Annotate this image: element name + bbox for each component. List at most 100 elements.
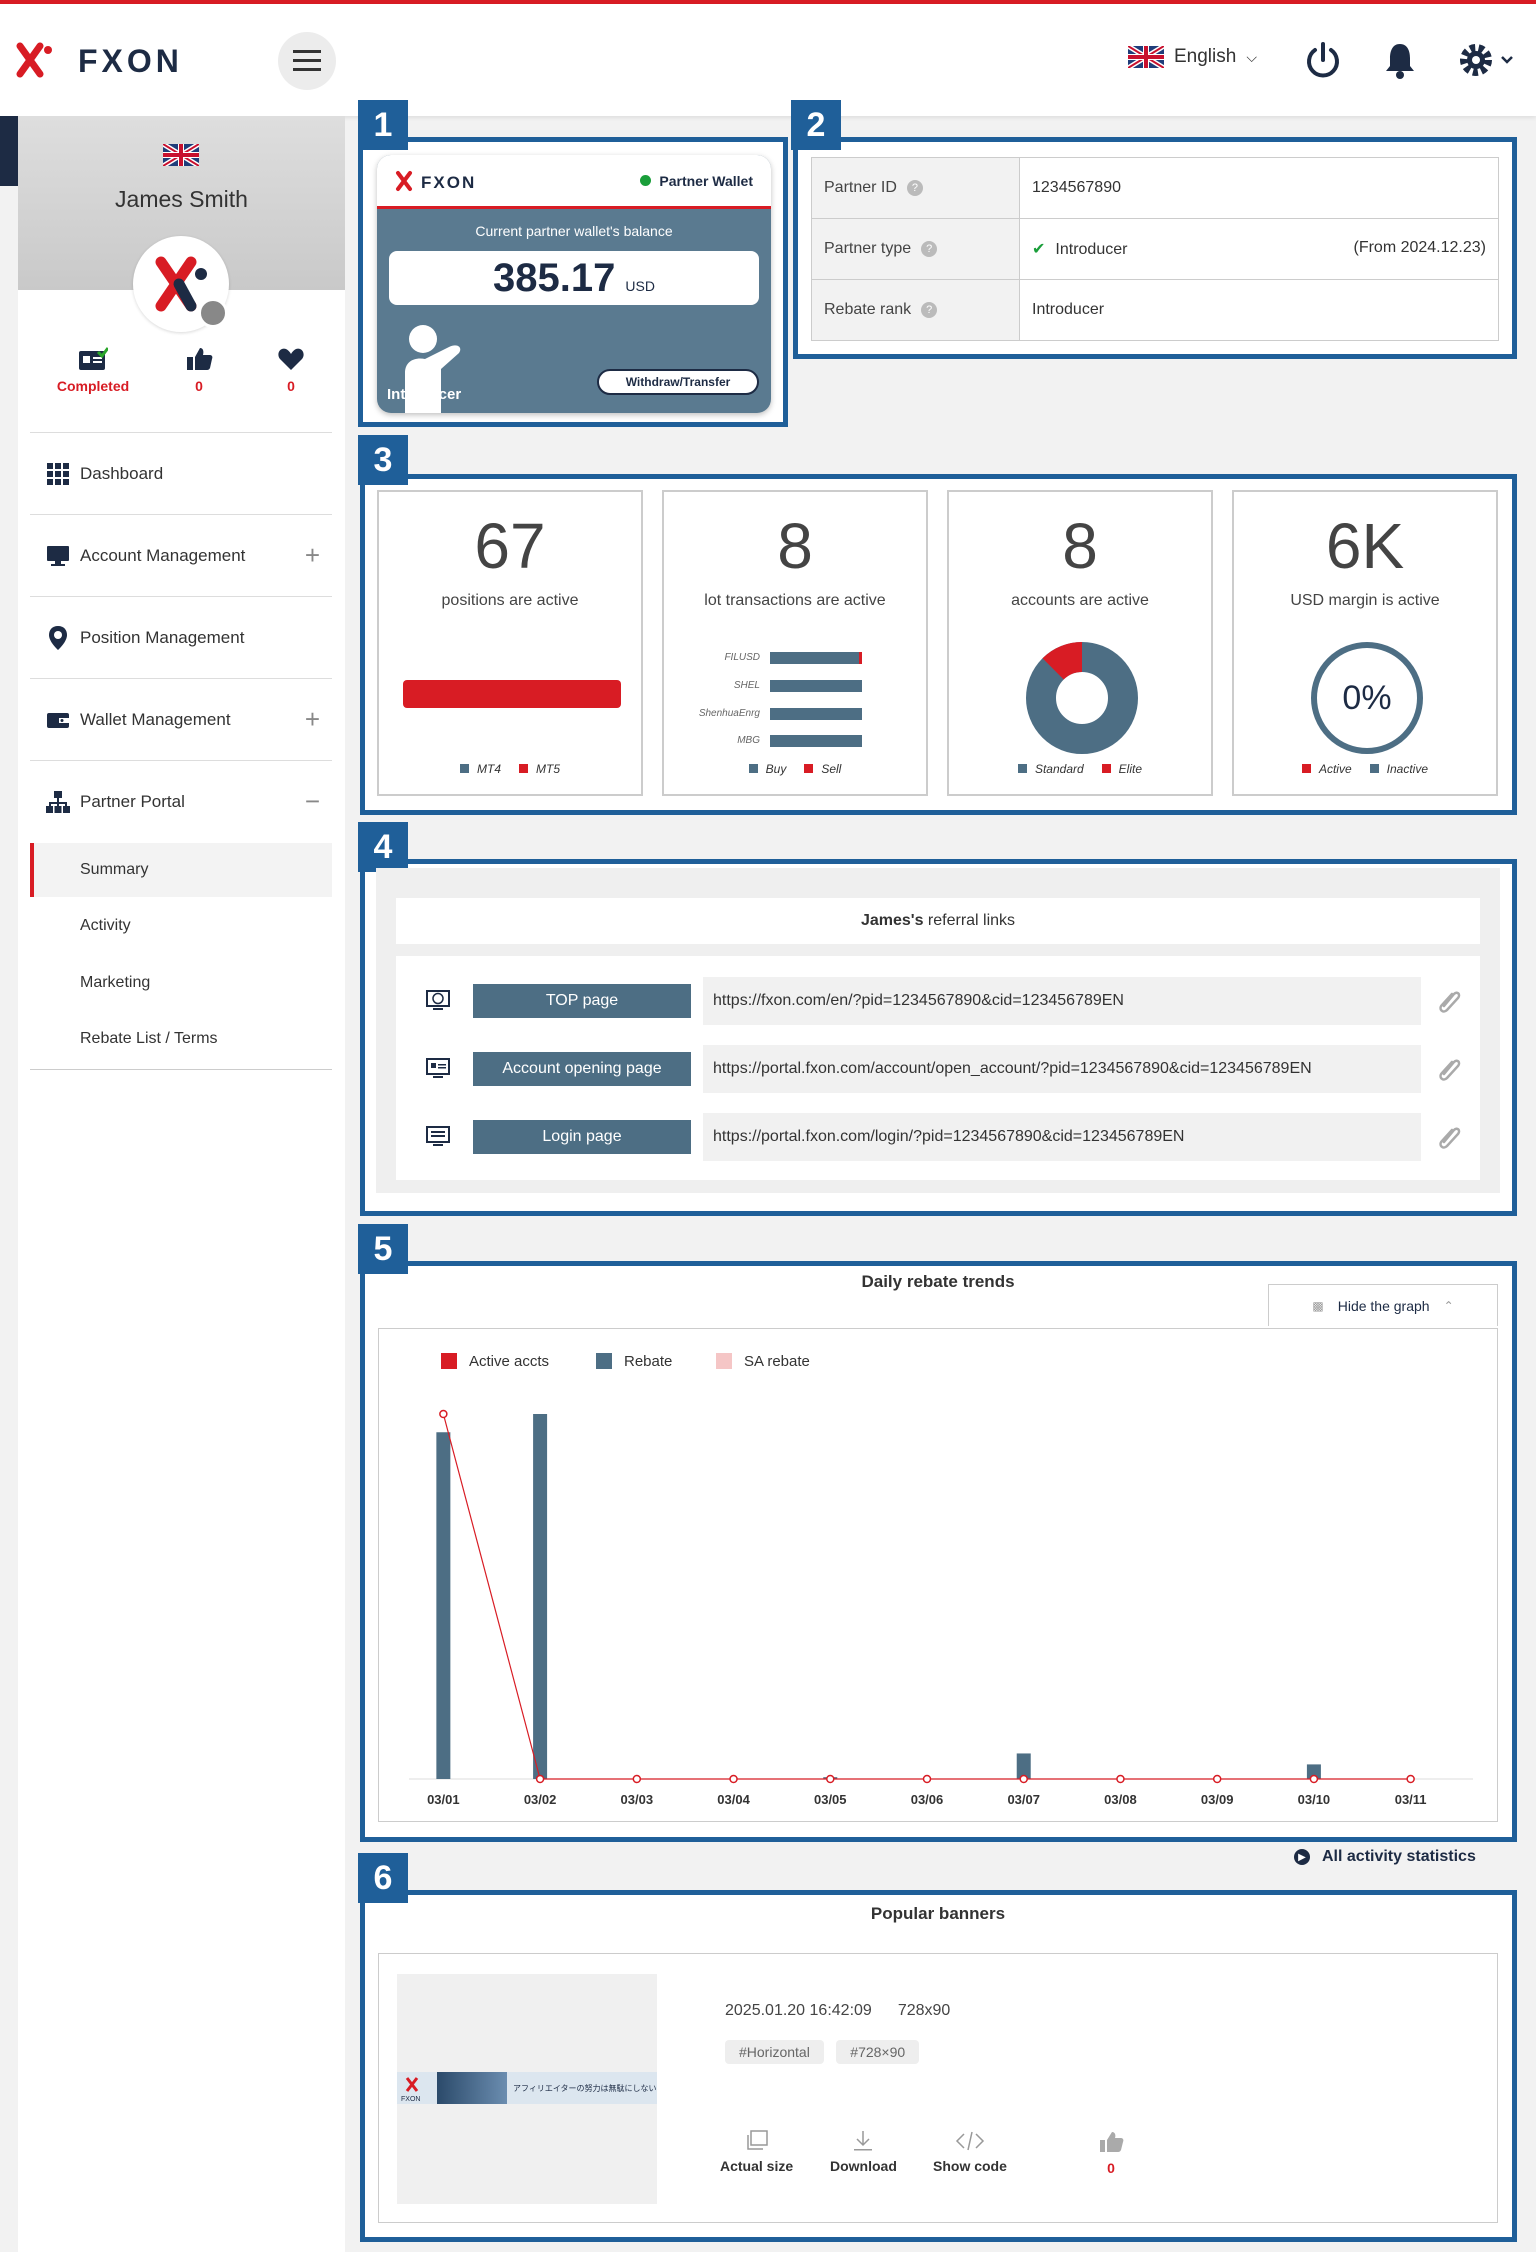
rebate-bar <box>1306 1764 1321 1779</box>
banner-tags: #Horizontal #728×90 <box>725 2040 927 2064</box>
fxon-logo[interactable]: FXON <box>16 34 236 86</box>
partner-wallet-card: FXON Partner Wallet Current partner wall… <box>377 155 771 413</box>
actual-size-button[interactable]: Actual size <box>720 2130 793 2174</box>
table-row: Partner type? ✔ Introducer (From 2024.12.2… <box>811 218 1499 280</box>
wallet-currency: USD <box>625 278 655 294</box>
stat-favorites[interactable]: 0 <box>236 346 346 394</box>
referral-owner: James's <box>860 912 924 929</box>
download-label: Download <box>830 2158 897 2174</box>
margin-amount: 6K <box>1325 510 1405 582</box>
stat-completed[interactable]: Completed <box>38 346 148 394</box>
section-number-5: 5 <box>358 1224 408 1274</box>
rebate-rank-label: Rebate rank <box>824 301 912 318</box>
code-icon <box>955 2131 985 2151</box>
referral-top-page-button[interactable]: TOP page <box>473 984 691 1018</box>
camera-icon[interactable] <box>198 298 228 328</box>
referral-login-url[interactable]: https://portal.fxon.com/login/?pid=12345… <box>703 1113 1421 1161</box>
active-accts-point <box>1309 1774 1319 1784</box>
help-icon[interactable]: ? <box>921 301 938 318</box>
lots-caption: lot transactions are active <box>704 592 886 609</box>
wallet-role: Introducer <box>387 386 462 403</box>
thumbs-up-icon <box>1100 2132 1124 2152</box>
subnav-rebate-list[interactable]: Rebate List / Terms <box>80 1030 218 1047</box>
tag-horizontal[interactable]: #Horizontal <box>725 2040 824 2064</box>
banner-date: 2025.01.20 16:42:09 <box>725 2002 872 2019</box>
referral-account-opening-url[interactable]: https://portal.fxon.com/account/open_acc… <box>703 1045 1421 1093</box>
section-number-3: 3 <box>358 435 408 485</box>
expand-plus-icon[interactable]: + <box>304 540 320 570</box>
show-code-button[interactable]: Show code <box>933 2130 1007 2174</box>
x-tick-label: 03/05 <box>814 1792 847 1807</box>
legend-standard: Standard <box>1034 762 1084 776</box>
positions-card[interactable]: 67 positions are active MT4 MT5 <box>377 490 643 796</box>
banner-like-button[interactable]: 0 <box>1098 2130 1124 2176</box>
x-tick-label: 03/11 <box>1395 1792 1427 1807</box>
fxon-logo-mini: FXON <box>401 2077 420 2103</box>
rebate-bar <box>436 1432 451 1779</box>
gear-icon[interactable] <box>1458 40 1518 80</box>
collapse-minus-icon[interactable]: − <box>304 786 320 816</box>
nav-partner-portal-label: Partner Portal <box>80 791 185 811</box>
legend-swatch <box>596 1353 612 1369</box>
sidebar: James Smith Completed 0 0 Dashboard Acco… <box>18 116 345 2252</box>
help-icon[interactable]: ? <box>921 240 938 257</box>
grid-icon <box>47 462 69 485</box>
download-button[interactable]: Download <box>830 2130 897 2174</box>
paperclip-icon[interactable] <box>1436 988 1462 1014</box>
accounts-card[interactable]: 8 accounts are active Standard Elite <box>947 490 1213 796</box>
stat-likes[interactable]: 0 <box>144 346 254 394</box>
bar-chart-icon: ▩ <box>1312 1298 1324 1313</box>
lots-count: 8 <box>777 510 813 582</box>
fxon-logo-small: FXON <box>396 170 474 192</box>
paperclip-icon[interactable] <box>1436 1056 1462 1082</box>
nav-position-management[interactable]: Position Management <box>30 596 332 678</box>
referral-login-button[interactable]: Login page <box>473 1120 691 1154</box>
x-tick-label: 03/08 <box>1104 1792 1137 1807</box>
bell-icon[interactable] <box>1382 40 1418 80</box>
nav-position-management-label: Position Management <box>80 627 245 647</box>
sidebar-divider <box>30 1069 332 1070</box>
accounts-donut <box>1026 642 1138 754</box>
chevron-up-icon: ⌃ <box>1443 1298 1454 1313</box>
hide-graph-toggle[interactable]: ▩ Hide the graph ⌃ <box>1268 1284 1498 1326</box>
avatar[interactable] <box>133 236 229 332</box>
nav-account-management[interactable]: Account Management + <box>30 514 332 596</box>
section-number-4: 4 <box>358 822 408 872</box>
lot-bar <box>770 735 862 747</box>
banner-preview[interactable]: FXON アフィリエイターの努力は無駄にしない <box>397 1974 657 2204</box>
active-accts-point <box>922 1774 932 1784</box>
language-selector[interactable]: English ⌵ <box>1128 46 1257 68</box>
withdraw-transfer-button[interactable]: Withdraw/Transfer <box>597 369 759 395</box>
lot-row-label: MBG <box>737 735 760 746</box>
legend-swatch <box>441 1353 457 1369</box>
wallet-icon <box>47 712 69 728</box>
banner-meta: 2025.01.20 16:42:09 728x90 <box>725 2002 950 2020</box>
margin-card[interactable]: 6K USD margin is active 0% Active Inactiv… <box>1232 490 1498 796</box>
lot-bar <box>770 652 862 664</box>
banner-photo <box>437 2072 507 2104</box>
help-icon[interactable]: ? <box>906 179 923 196</box>
lots-card[interactable]: 8 lot transactions are active FILUSD SHE… <box>662 490 928 796</box>
nav-partner-portal[interactable]: Partner Portal − <box>30 760 332 842</box>
lot-bar <box>770 680 862 692</box>
active-accts-point <box>1212 1774 1222 1784</box>
stat-completed-label: Completed <box>56 378 130 394</box>
expand-plus-icon[interactable]: + <box>304 704 320 734</box>
nav-dashboard[interactable]: Dashboard <box>30 432 332 514</box>
banner-image: FXON アフィリエイターの努力は無駄にしない <box>397 2072 657 2104</box>
all-activity-link[interactable]: ▶ All activity statistics <box>1294 1848 1476 1866</box>
referral-top-page-url[interactable]: https://fxon.com/en/?pid=1234567890&cid=… <box>703 977 1421 1025</box>
subnav-summary[interactable]: Summary <box>30 843 332 897</box>
nav-wallet-management[interactable]: Wallet Management + <box>30 678 332 760</box>
tag-size[interactable]: #728×90 <box>836 2040 920 2064</box>
subnav-marketing[interactable]: Marketing <box>80 974 151 991</box>
show-code-label: Show code <box>933 2158 1007 2174</box>
download-icon <box>854 2131 873 2151</box>
power-icon[interactable] <box>1304 40 1342 80</box>
paperclip-icon[interactable] <box>1436 1124 1462 1150</box>
subnav-activity[interactable]: Activity <box>80 917 131 934</box>
active-accts-line <box>442 1413 1411 1780</box>
hamburger-menu-button[interactable] <box>278 32 336 90</box>
referral-account-opening-button[interactable]: Account opening page <box>473 1052 691 1086</box>
banner-card: FXON アフィリエイターの努力は無駄にしない 2025.01.20 16:42… <box>378 1953 1498 2223</box>
